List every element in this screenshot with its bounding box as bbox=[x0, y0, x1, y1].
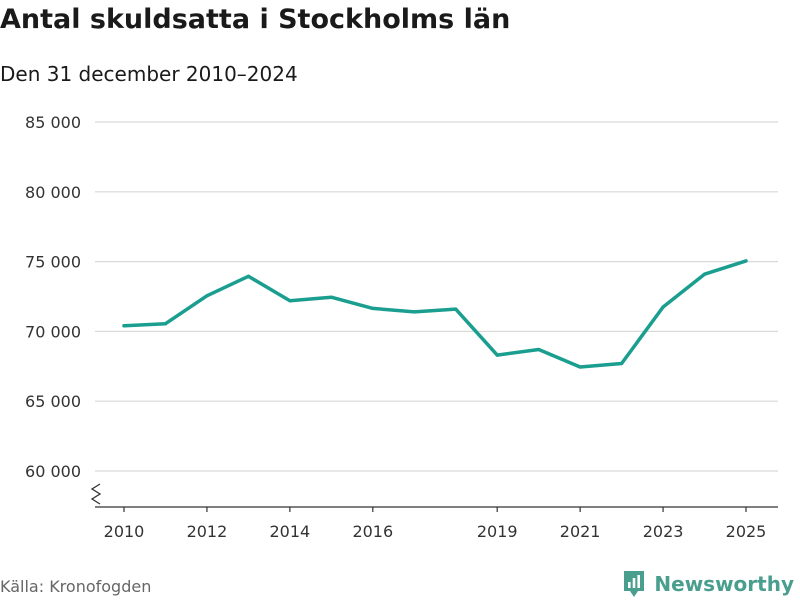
x-tick-label: 2019 bbox=[477, 522, 518, 541]
data-point bbox=[620, 361, 624, 366]
series-layer bbox=[122, 259, 748, 369]
chart-subtitle: Den 31 december 2010–2024 bbox=[0, 62, 298, 86]
series-line bbox=[122, 259, 748, 369]
data-point bbox=[371, 306, 375, 310]
data-point bbox=[578, 365, 582, 369]
data-point bbox=[661, 305, 665, 309]
data-point bbox=[163, 322, 168, 326]
y-axis-ticks: 60 000 65 000 70 000 75 000 80 000 85 000 bbox=[25, 113, 81, 481]
x-tick-label: 2014 bbox=[270, 522, 311, 541]
data-point bbox=[702, 272, 707, 276]
data-point bbox=[495, 353, 499, 357]
x-tick-label: 2012 bbox=[187, 522, 228, 541]
source-note: Källa: Kronofogden bbox=[0, 577, 152, 596]
x-tick-label: 2010 bbox=[104, 522, 145, 541]
gridlines bbox=[95, 121, 778, 472]
y-tick-label: 60 000 bbox=[25, 462, 81, 481]
y-tick-label: 85 000 bbox=[25, 113, 81, 132]
x-tick-label: 2023 bbox=[643, 522, 684, 541]
brand-logo: Newsworthy bbox=[622, 568, 794, 600]
axis-break-icon bbox=[90, 483, 102, 505]
data-point bbox=[329, 295, 333, 299]
x-tick-label: 2016 bbox=[352, 522, 393, 541]
newsworthy-logo-icon bbox=[624, 571, 645, 597]
data-point bbox=[537, 347, 541, 352]
data-point bbox=[246, 274, 250, 278]
chart-title: Antal skuldsatta i Stockholms län bbox=[0, 4, 511, 35]
x-tick-label: 2021 bbox=[560, 522, 601, 541]
data-point bbox=[412, 310, 416, 314]
data-point bbox=[122, 324, 126, 328]
x-tick-label: 2025 bbox=[726, 522, 767, 541]
y-tick-label: 80 000 bbox=[25, 183, 81, 202]
brand-name: Newsworthy bbox=[654, 572, 794, 596]
data-point bbox=[205, 294, 209, 298]
data-point bbox=[288, 299, 292, 303]
data-point bbox=[744, 259, 748, 263]
y-tick-label: 65 000 bbox=[25, 392, 81, 411]
y-tick-label: 70 000 bbox=[25, 322, 81, 341]
x-axis: 2010 2012 2014 2016 2019 2021 2023 2025 bbox=[90, 483, 778, 541]
y-tick-label: 75 000 bbox=[25, 253, 81, 272]
data-point bbox=[454, 307, 458, 311]
